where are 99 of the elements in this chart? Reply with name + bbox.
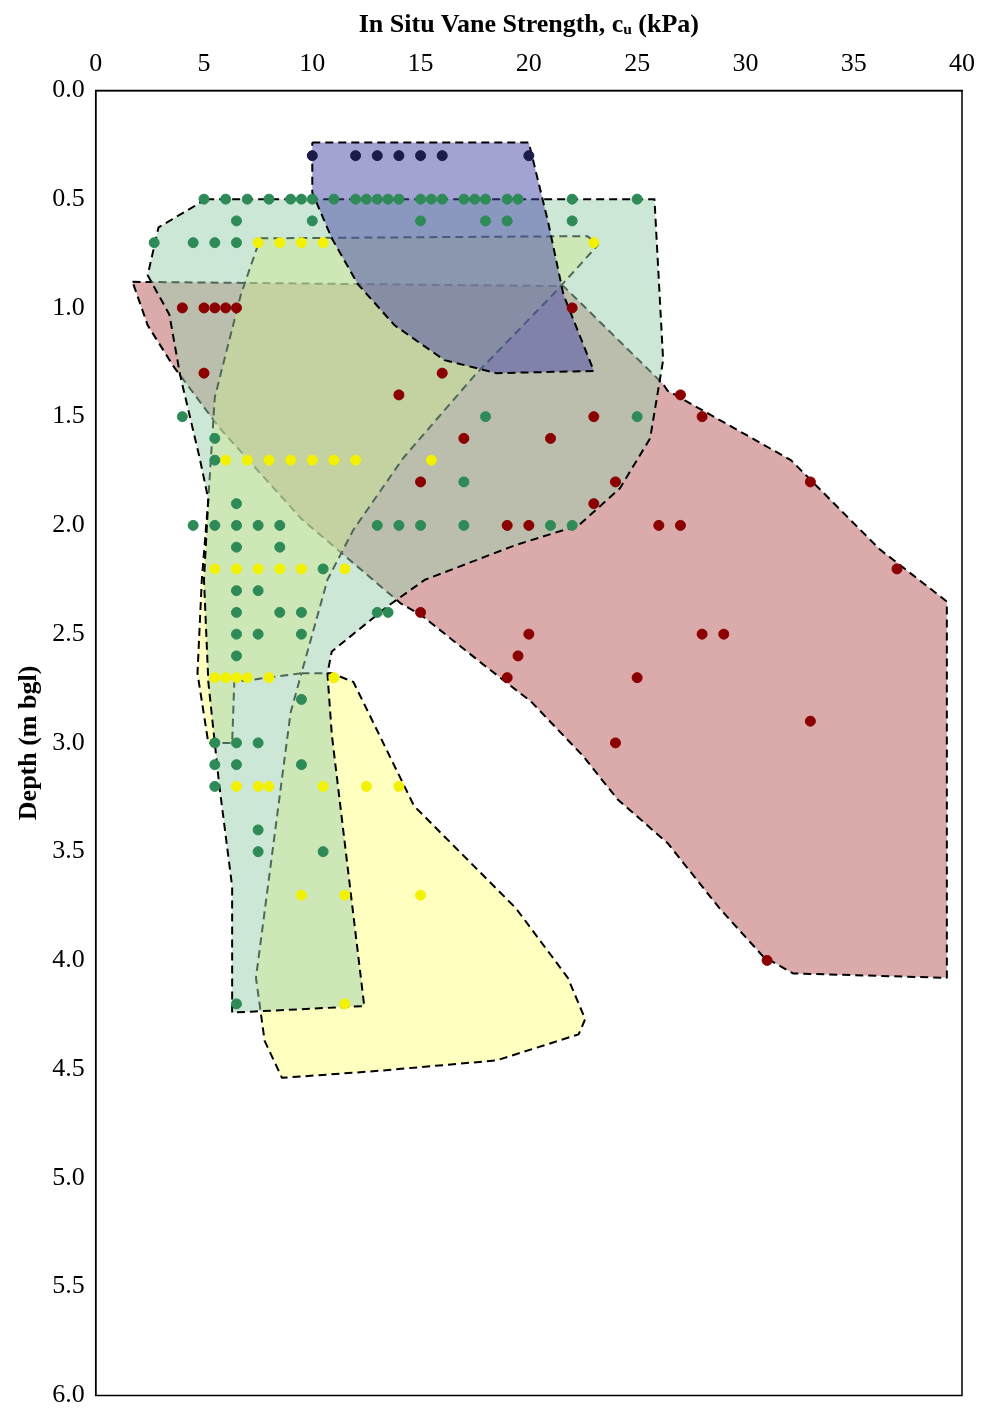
point — [718, 628, 730, 640]
point — [230, 302, 242, 314]
point — [393, 150, 405, 162]
point — [436, 150, 448, 162]
point — [230, 563, 242, 575]
point — [230, 780, 242, 792]
point — [371, 150, 383, 162]
point — [674, 389, 686, 401]
point — [653, 519, 665, 531]
point — [339, 889, 351, 901]
point — [350, 454, 362, 466]
point — [285, 454, 297, 466]
y-tick-label: 2.5 — [52, 617, 85, 647]
point — [566, 302, 578, 314]
point — [523, 628, 535, 640]
point — [263, 780, 275, 792]
point — [523, 519, 535, 531]
point — [804, 715, 816, 727]
point — [545, 432, 557, 444]
y-tick-label: 0.5 — [52, 182, 85, 212]
point — [415, 606, 427, 618]
point — [761, 954, 773, 966]
point — [220, 672, 232, 684]
y-tick-label: 4.5 — [52, 1052, 85, 1082]
point — [891, 563, 903, 575]
x-tick-label: 10 — [299, 47, 326, 77]
y-tick-label: 4.0 — [52, 944, 85, 974]
point — [209, 672, 221, 684]
y-tick-label: 1.5 — [52, 400, 85, 430]
point — [306, 150, 318, 162]
point — [252, 780, 264, 792]
point — [696, 411, 708, 423]
y-tick-label: 5.5 — [52, 1270, 85, 1300]
point — [696, 628, 708, 640]
point — [306, 454, 318, 466]
x-tick-label: 35 — [840, 47, 867, 77]
point — [220, 302, 232, 314]
x-axis-title: In Situ Vane Strength, cᵤ (kPa) — [358, 9, 699, 39]
point — [609, 476, 621, 488]
point — [523, 150, 535, 162]
point — [588, 411, 600, 423]
point — [512, 650, 524, 662]
point — [393, 389, 405, 401]
point — [458, 432, 470, 444]
point — [804, 476, 816, 488]
x-tick-label: 15 — [407, 47, 434, 77]
point — [295, 889, 307, 901]
point — [415, 889, 427, 901]
point — [252, 563, 264, 575]
point — [230, 672, 242, 684]
point — [609, 737, 621, 749]
point — [220, 454, 232, 466]
x-tick-label: 20 — [515, 47, 542, 77]
x-tick-label: 0 — [89, 47, 103, 77]
point — [674, 519, 686, 531]
point — [350, 150, 362, 162]
point — [328, 672, 340, 684]
point — [252, 237, 264, 249]
point — [588, 498, 600, 510]
y-tick-label: 3.5 — [52, 835, 85, 865]
y-axis-title: Depth (m bgl) — [13, 665, 43, 821]
point — [241, 454, 253, 466]
point — [176, 302, 188, 314]
point — [436, 367, 448, 379]
point — [317, 237, 329, 249]
point — [198, 367, 210, 379]
point — [295, 237, 307, 249]
point — [209, 563, 221, 575]
point — [501, 672, 513, 684]
point — [209, 302, 221, 314]
point — [588, 237, 600, 249]
point — [274, 237, 286, 249]
y-tick-label: 5.0 — [52, 1161, 85, 1191]
point — [241, 672, 253, 684]
point — [339, 998, 351, 1010]
y-tick-label: 1.0 — [52, 291, 85, 321]
point — [317, 780, 329, 792]
x-tick-label: 40 — [949, 47, 975, 77]
y-tick-label: 6.0 — [52, 1379, 85, 1409]
point — [198, 302, 210, 314]
y-tick-label: 2.0 — [52, 509, 85, 539]
point — [425, 454, 437, 466]
point — [339, 563, 351, 575]
point — [263, 672, 275, 684]
x-tick-label: 25 — [624, 47, 651, 77]
point — [631, 672, 643, 684]
point — [295, 563, 307, 575]
point — [393, 780, 405, 792]
y-tick-label: 3.0 — [52, 726, 85, 756]
point — [415, 476, 427, 488]
point — [328, 454, 340, 466]
x-tick-label: 5 — [197, 47, 211, 77]
point — [415, 150, 427, 162]
point — [263, 454, 275, 466]
point — [501, 519, 513, 531]
x-tick-label: 30 — [732, 47, 759, 77]
y-tick-label: 0.0 — [52, 74, 85, 104]
point — [360, 780, 372, 792]
point — [274, 563, 286, 575]
